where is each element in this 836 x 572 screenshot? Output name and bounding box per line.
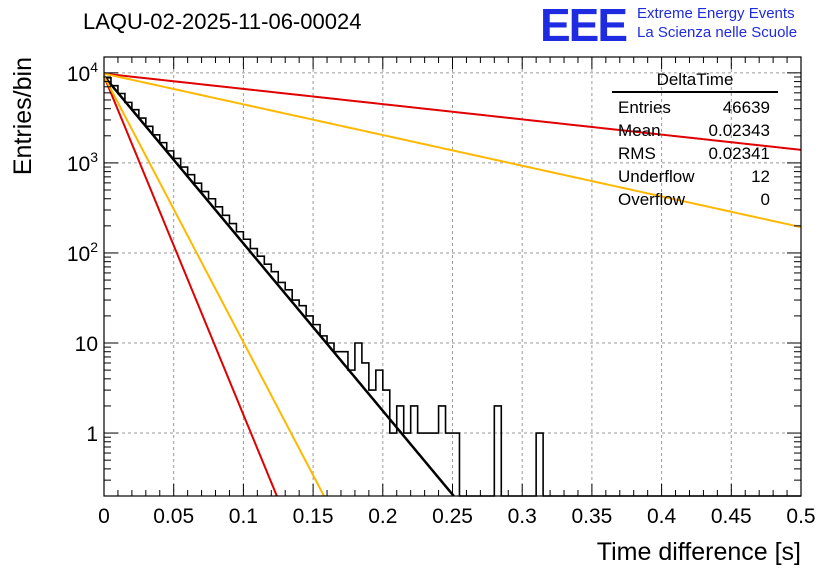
stats-value: 0.02343 <box>708 121 770 140</box>
x-tick-label: 0.35 <box>571 505 612 528</box>
y-tick-label: 102 <box>67 239 98 266</box>
x-tick-label: 0.15 <box>293 505 334 528</box>
stats-row: Overflow 0 <box>612 188 778 211</box>
axis-ticks <box>103 57 802 497</box>
red-shallow-curve <box>103 72 802 151</box>
series-layer <box>103 72 802 497</box>
stats-label: Overflow <box>618 190 686 209</box>
fit-curve <box>103 75 455 497</box>
stats-row: Entries 46639 <box>612 96 778 119</box>
grid-lines <box>104 57 801 496</box>
x-tick-label: 0.5 <box>786 505 815 528</box>
red-steep-curve <box>103 75 278 497</box>
stats-box: DeltaTime Entries 46639 Mean 0.02343 RMS 0.… <box>612 70 778 211</box>
x-tick-label: 0.45 <box>711 505 752 528</box>
x-tick-label: 0.25 <box>432 505 473 528</box>
x-tick-label: 0.2 <box>368 505 397 528</box>
x-axis-label: Time difference [s] <box>597 538 801 566</box>
x-tick-label: 0.1 <box>229 505 258 528</box>
eee-logo-text: Extreme Energy Events La Scienza nelle S… <box>637 4 797 42</box>
stats-value: 46639 <box>722 98 770 117</box>
stats-row: Underflow 12 <box>612 165 778 188</box>
eee-logo: EEE <box>540 0 628 51</box>
logo-line-1: Extreme Energy Events <box>637 5 795 22</box>
stats-label: RMS <box>618 144 656 163</box>
orange-steep-curve <box>103 75 325 497</box>
x-tick-label: 0 <box>98 505 110 528</box>
stats-title: DeltaTime <box>612 70 778 93</box>
y-tick-label: 103 <box>67 149 98 176</box>
y-tick-label: 1 <box>86 423 98 446</box>
x-tick-label: 0.05 <box>153 505 194 528</box>
chart-title: LAQU-02-2025-11-06-00024 <box>83 9 362 34</box>
stats-label: Underflow <box>618 167 695 186</box>
stats-row: Mean 0.02343 <box>612 119 778 142</box>
x-tick-label: 0.4 <box>647 505 677 528</box>
y-tick-label: 10 <box>75 333 98 356</box>
stats-value: 12 <box>751 167 770 186</box>
stats-value: 0 <box>760 190 770 209</box>
stats-row: RMS 0.02341 <box>612 142 778 165</box>
stats-label: Mean <box>618 121 661 140</box>
x-tick-label: 0.3 <box>508 505 537 528</box>
stats-label: Entries <box>618 98 671 117</box>
stats-value: 0.02341 <box>708 144 770 163</box>
tick-labels: 0 0.05 0.1 0.15 0.2 0.25 0.3 0.35 0.4 0.45 0.5 1 10 1… <box>67 59 816 528</box>
logo-line-2: La Scienza nelle Scuole <box>637 24 798 41</box>
orange-shallow-curve <box>103 72 802 229</box>
y-axis-label: Entries/bin <box>9 57 37 175</box>
y-tick-label: 104 <box>67 59 98 86</box>
